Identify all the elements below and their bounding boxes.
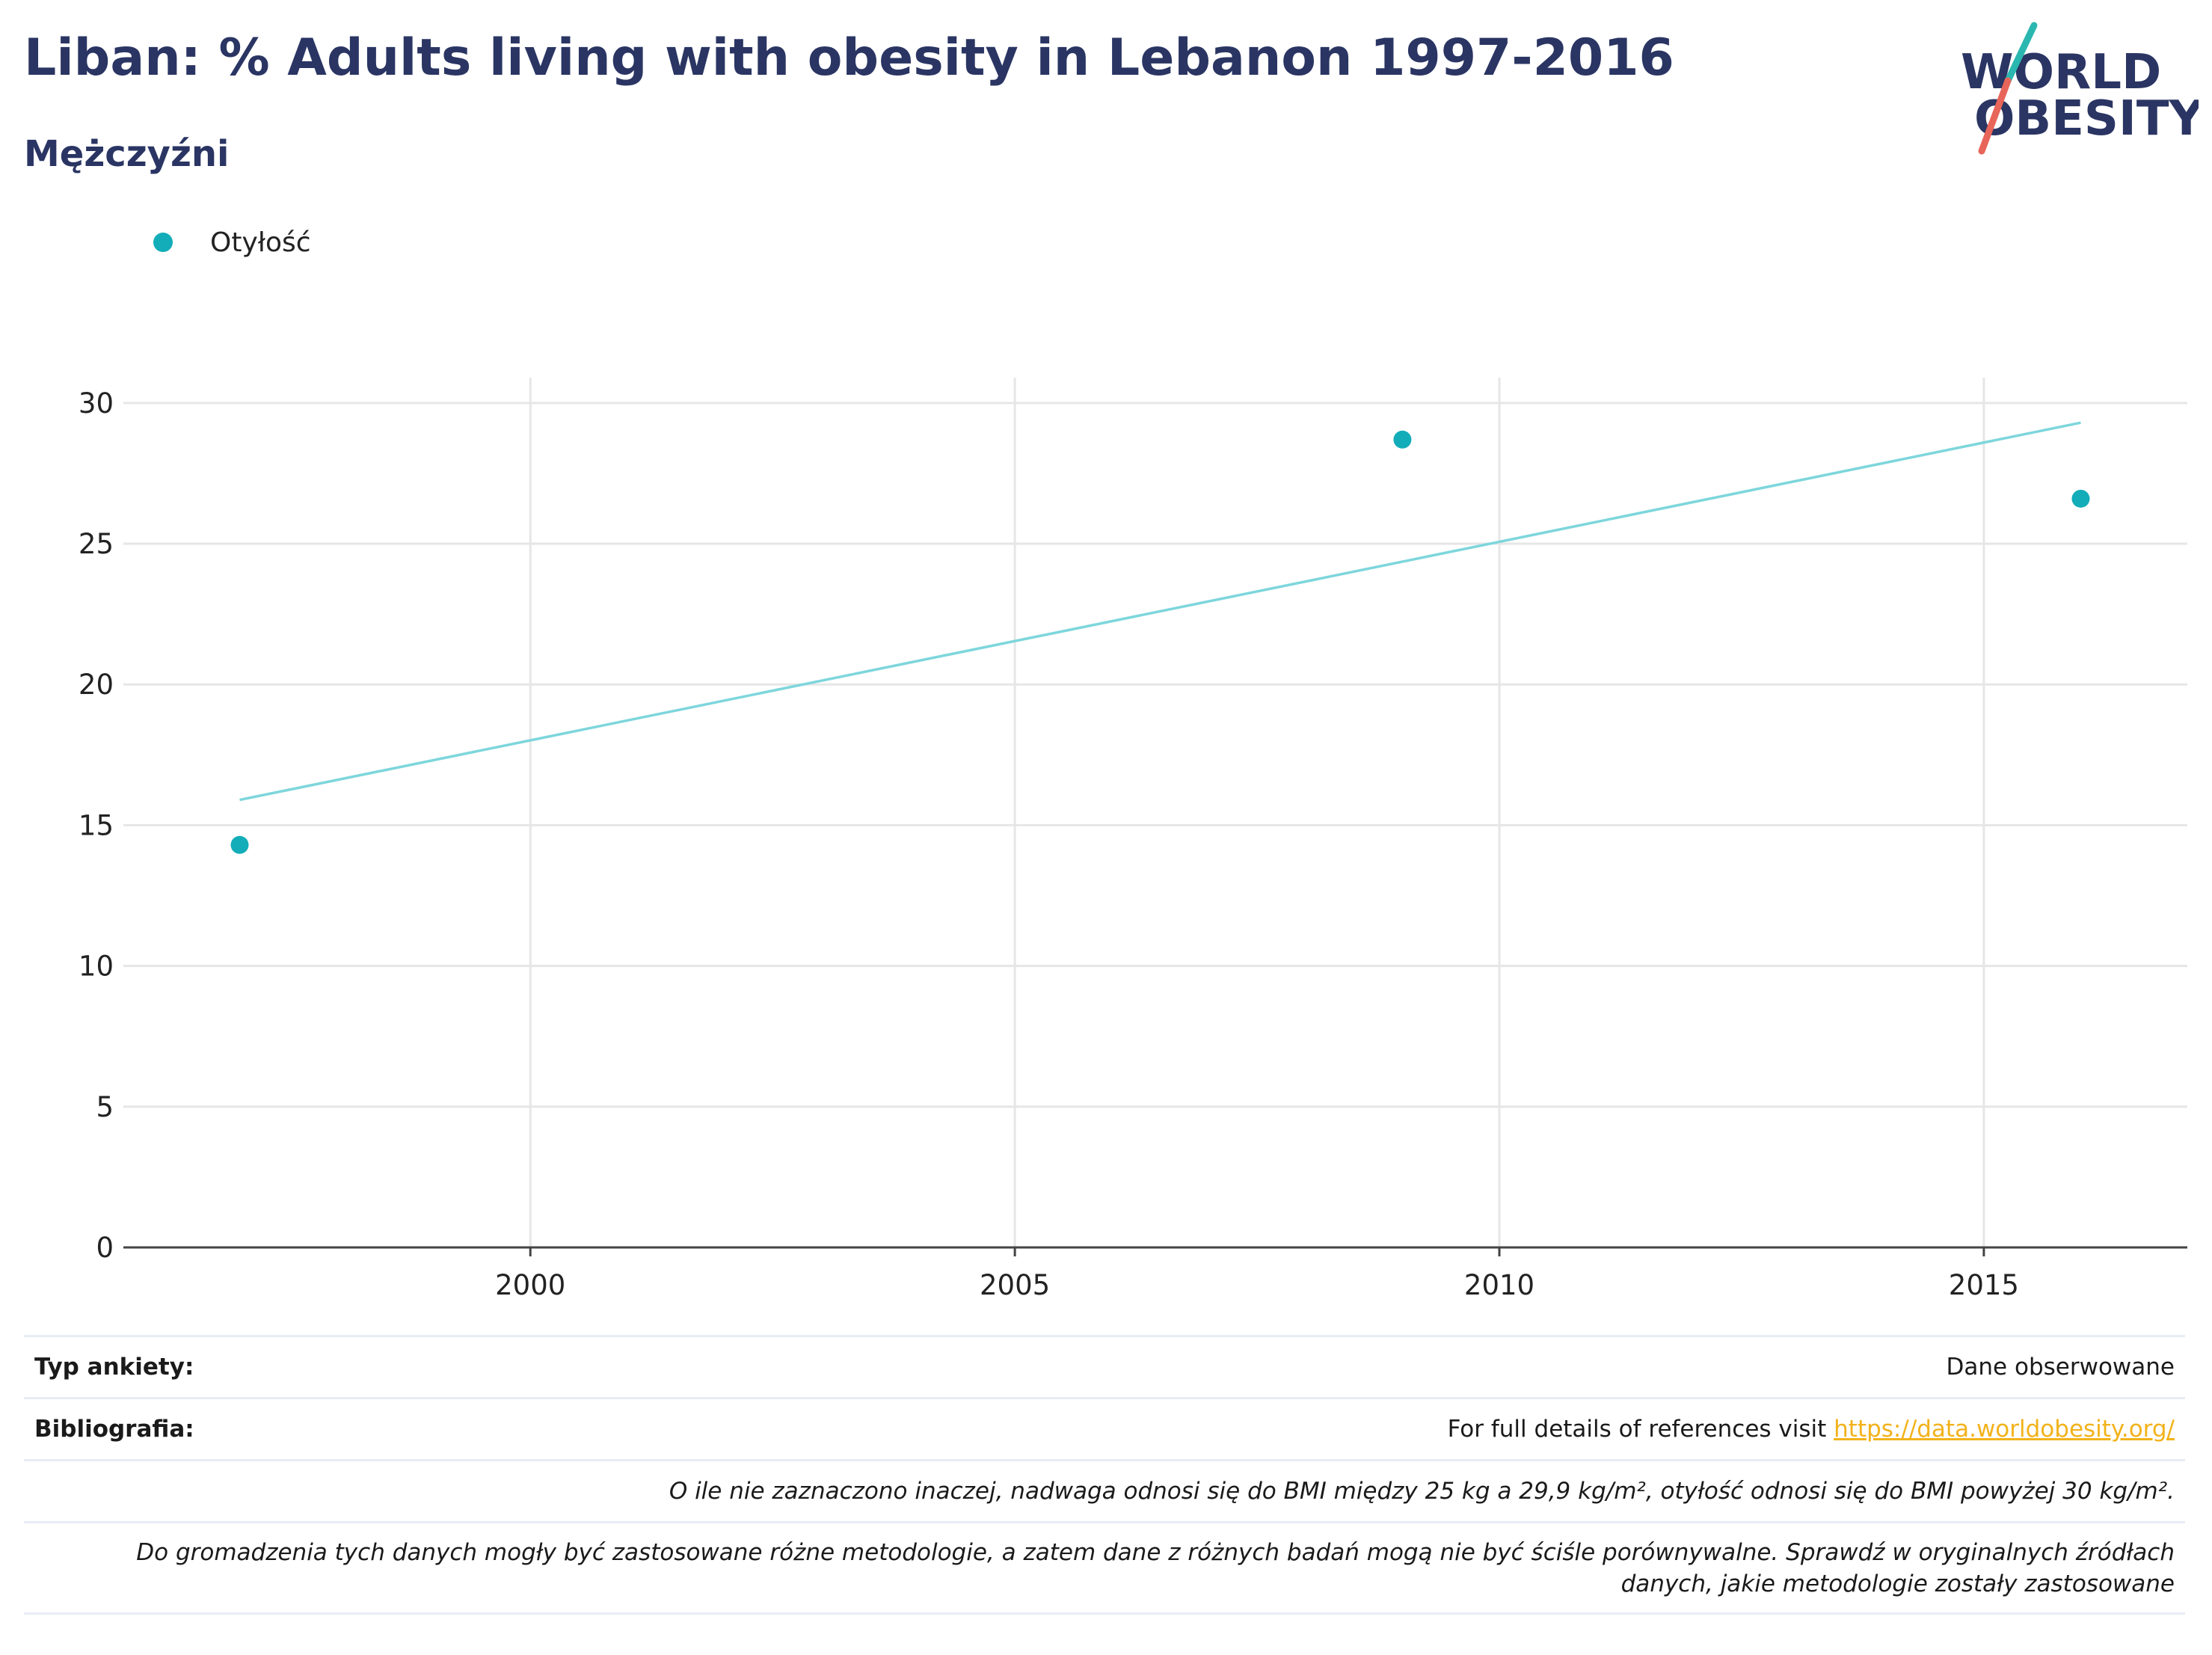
y-tick-label: 25 <box>79 528 114 560</box>
survey-type-label: Typ ankiety: <box>34 1354 194 1381</box>
methodology-note-row: Do gromadzenia tych danych mogły być zas… <box>24 1521 2185 1615</box>
bibliography-label: Bibliografia: <box>34 1416 194 1443</box>
bibliography-text: For full details of references visit <box>1447 1416 1834 1443</box>
data-points <box>230 430 2090 854</box>
y-tick-label: 0 <box>96 1232 114 1264</box>
bibliography-value: For full details of references visit htt… <box>1448 1416 2175 1443</box>
y-tick-label: 30 <box>79 387 114 420</box>
page-title: Liban: % Adults living with obesity in L… <box>24 28 1674 87</box>
y-tick-label: 20 <box>79 669 114 701</box>
data-point <box>2071 489 2090 508</box>
info-table: Typ ankiety: Dane obserwowane Bibliograf… <box>24 1335 2185 1615</box>
axes: 0 5 10 15 20 25 30 2000 2005 2010 2015 <box>79 387 2187 1301</box>
methodology-note: Do gromadzenia tych danych mogły być zas… <box>34 1537 2175 1600</box>
methodology-note-line1: Do gromadzenia tych danych mogły być zas… <box>136 1538 2175 1566</box>
x-tick-label: 2005 <box>980 1269 1050 1301</box>
bibliography-link[interactable]: https://data.worldobesity.org/ <box>1834 1416 2175 1443</box>
logo-slash-coral <box>1978 77 2012 155</box>
data-point <box>1393 430 1412 449</box>
x-tick-label: 2015 <box>1949 1269 2019 1301</box>
y-tick-label: 5 <box>96 1091 114 1123</box>
legend-marker <box>153 233 173 252</box>
definition-note: O ile nie zaznaczono inaczej, nadwaga od… <box>669 1478 2175 1505</box>
logo-slash-teal <box>2004 22 2038 85</box>
x-tick-label: 2010 <box>1464 1269 1534 1301</box>
logo-text-obesity: OBESITY <box>1974 91 2199 147</box>
y-tick-label: 10 <box>79 951 114 983</box>
logo-text-world: WORLD <box>1961 45 2161 100</box>
trendline <box>239 421 2081 802</box>
methodology-note-line2: danych, jakie metodologie zostały zastos… <box>1620 1570 2175 1597</box>
survey-type-row: Typ ankiety: Dane obserwowane <box>24 1335 2185 1397</box>
data-point <box>230 835 249 854</box>
grid-lines <box>123 378 2187 1247</box>
definition-note-row: O ile nie zaznaczono inaczej, nadwaga od… <box>24 1459 2185 1521</box>
chart-legend: Otyłość <box>153 223 311 262</box>
y-tick-label: 15 <box>79 809 114 841</box>
bibliography-row: Bibliografia: For full details of refere… <box>24 1397 2185 1459</box>
survey-type-value: Dane obserwowane <box>1946 1354 2175 1381</box>
x-tick-label: 2000 <box>495 1269 565 1301</box>
scatter-chart: 0 5 10 15 20 25 30 2000 2005 2010 2015 <box>79 378 2187 1301</box>
chart-subtitle: Mężczyźni <box>24 133 230 175</box>
legend-label: Otyłość <box>210 227 311 258</box>
world-obesity-logo: WORLD OBESITY <box>1961 22 2199 155</box>
trendline-layer <box>239 421 2081 802</box>
